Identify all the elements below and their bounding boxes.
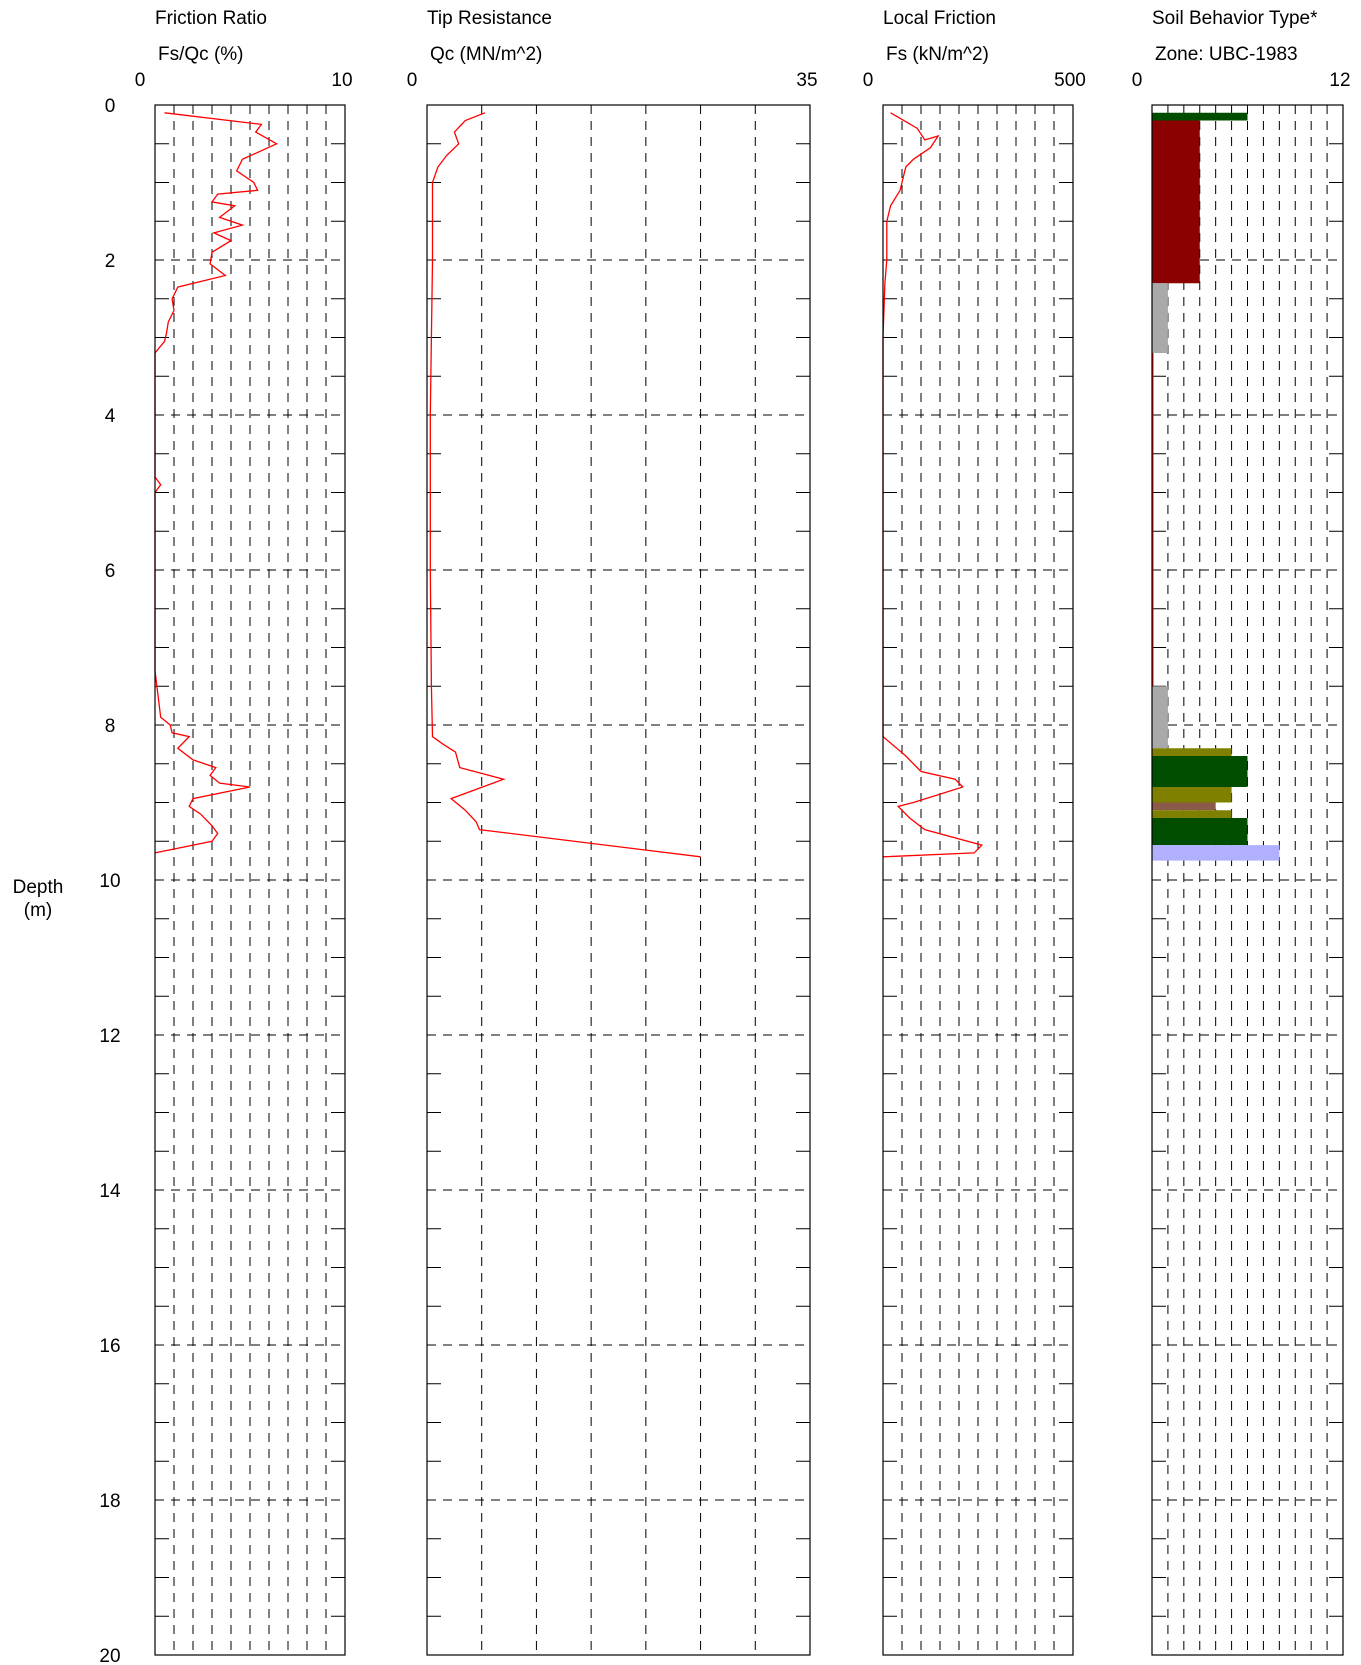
soil-zone-bar: [1152, 120, 1200, 284]
soil-zone-bar: [1152, 283, 1168, 353]
depth-axis-label-line2: (m): [24, 900, 52, 921]
panel-frame: [1151, 104, 1344, 1656]
x-tick-label-min: 0: [407, 70, 418, 91]
panel-frame: [426, 104, 811, 1656]
x-tick-label-max: 500: [1054, 70, 1086, 91]
depth-tick-label: 14: [99, 1181, 121, 1202]
soil-zone-bar: [1152, 748, 1232, 756]
panel-title: Soil Behavior Type*: [1152, 8, 1318, 29]
soil-zone-bar: [1152, 845, 1280, 861]
depth-tick-label: 18: [99, 1491, 120, 1512]
depth-tick-label: 4: [105, 406, 116, 427]
depth-tick-label: 10: [99, 871, 120, 892]
depth-tick-label: 16: [99, 1336, 120, 1357]
panel-4: Soil Behavior Type* Zone: UBC-1983 0 12: [1132, 8, 1351, 1656]
panel-frame: [882, 104, 1074, 1656]
soil-zone-bar: [1152, 686, 1168, 749]
soil-zone-bar: [1152, 810, 1232, 818]
x-tick-label-min: 0: [1132, 70, 1143, 91]
panel-1: Friction Ratio Fs/Qc (%) 0 10: [135, 8, 353, 1656]
depth-tick-label: 8: [105, 716, 116, 737]
data-line: [429, 112, 701, 858]
panel-axis-label: Fs (kN/m^2): [886, 44, 989, 65]
chart-panels: Friction Ratio Fs/Qc (%) 0 10 Tip Resistance…: [135, 8, 1351, 1656]
soil-zone-bar: [1152, 112, 1248, 121]
x-tick-label-min: 0: [135, 70, 146, 91]
depth-tick-label: 6: [105, 561, 116, 582]
data-line: [882, 112, 984, 858]
x-tick-label-max: 35: [796, 70, 817, 91]
panel-2: Tip Resistance Qc (MN/m^2) 0 35: [407, 8, 818, 1656]
panel-axis-label: Fs/Qc (%): [158, 44, 244, 65]
x-tick-label-max: 10: [331, 70, 352, 91]
panel-3: Local Friction Fs (kN/m^2) 0 500: [863, 8, 1086, 1656]
panel-frame: [154, 104, 346, 1656]
depth-tick-label: 20: [99, 1646, 120, 1665]
depth-tick-label: 0: [105, 96, 116, 117]
soil-zone-bar: [1152, 802, 1216, 811]
panel-title: Local Friction: [883, 8, 996, 29]
depth-tick-label: 2: [105, 251, 116, 272]
panel-title: Friction Ratio: [155, 8, 267, 29]
data-line: [154, 112, 279, 854]
panel-axis-label: Qc (MN/m^2): [430, 44, 542, 65]
panel-title: Tip Resistance: [427, 8, 552, 29]
panel-axis-label: Zone: UBC-1983: [1155, 44, 1298, 65]
depth-tick-labels: 0 2 4 6 8 10 12 14 16 18 20: [99, 96, 121, 1665]
soil-zone-bar: [1152, 756, 1248, 787]
x-tick-label-max: 12: [1329, 70, 1350, 91]
soil-zone-bar: [1152, 818, 1248, 846]
soil-zone-bar: [1152, 787, 1232, 803]
depth-tick-label: 12: [99, 1026, 120, 1047]
x-tick-label-min: 0: [863, 70, 874, 91]
depth-axis-label-line1: Depth: [13, 877, 64, 898]
